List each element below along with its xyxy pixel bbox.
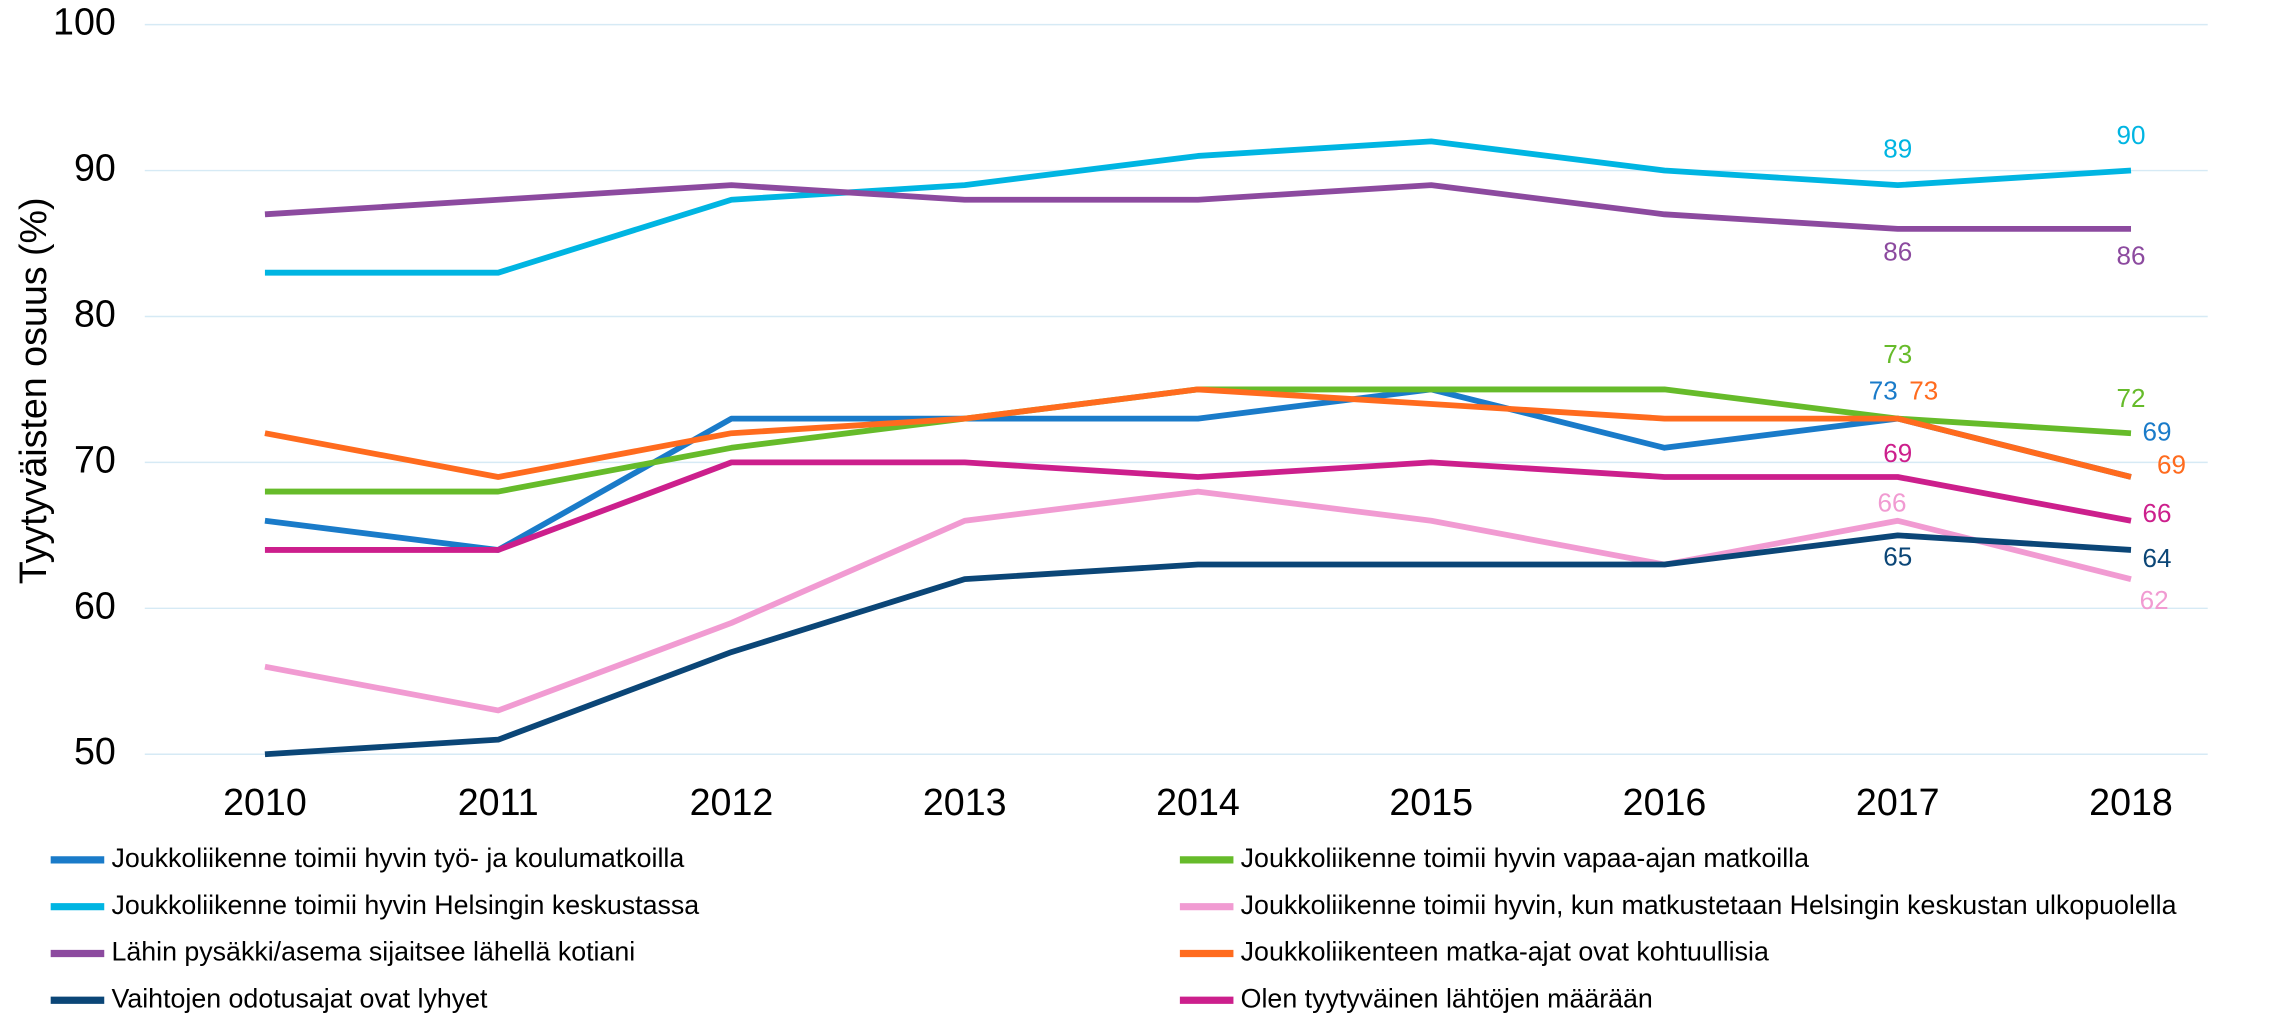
data-label: 62 [2140,585,2169,615]
data-label: 90 [2117,120,2146,150]
y-tick-label: 60 [74,584,116,626]
x-tick-label: 2018 [2089,781,2173,823]
data-label: 66 [1877,488,1906,518]
series-line [264,138,2132,276]
y-tick-label: 80 [74,292,116,334]
x-tick-label: 2016 [1623,781,1707,823]
y-tick-label: 90 [74,146,116,188]
data-label: 86 [2117,241,2146,271]
y-tick-label: 70 [74,438,116,480]
y-axis-title: Tyytyväisten osuus (%) [12,197,54,584]
x-tick-label: 2012 [690,781,774,823]
x-tick-label: 2013 [923,781,1007,823]
data-label: 73 [1909,375,1938,405]
legend-label: Joukkoliikenne toimii hyvin Helsingin ke… [111,890,699,920]
x-tick-label: 2017 [1856,781,1940,823]
series-line [264,386,2132,553]
series-line [264,386,2132,480]
data-label: 89 [1883,133,1912,163]
y-tick-label: 100 [53,1,116,43]
legend-label: Olen tyytyväinen lähtöjen määrään [1241,983,1653,1013]
series-line [264,182,2132,232]
data-label: 69 [2143,416,2172,446]
data-label: 73 [1883,339,1912,369]
x-tick-label: 2014 [1156,781,1240,823]
legend-label: Joukkoliikenne toimii hyvin, kun matkust… [1241,890,2177,920]
legend-label: Joukkoliikenne toimii hyvin vapaa-ajan m… [1241,843,1809,873]
y-tick-label: 50 [74,730,116,772]
legend-label: Lähin pysäkki/asema sijaitsee lähellä ko… [111,937,635,967]
data-label: 69 [1883,438,1912,468]
legend-label: Joukkoliikenne toimii hyvin työ- ja koul… [111,843,684,873]
x-tick-label: 2010 [223,781,307,823]
x-tick-label: 2011 [458,781,539,823]
data-label: 72 [2117,383,2146,413]
series-line [264,488,2132,714]
legend-label: Vaihtojen odotusajat ovat lyhyet [111,983,488,1013]
data-label: 73 [1869,375,1898,405]
legend-label: Joukkoliikenteen matka-ajat ovat kohtuul… [1241,937,1769,967]
data-label: 69 [2157,450,2186,480]
series-line [264,532,2132,758]
series-line [264,459,2132,553]
data-label: 64 [2143,543,2172,573]
data-label: 86 [1883,236,1912,266]
x-tick-label: 2015 [1389,781,1473,823]
data-label: 65 [1883,541,1912,571]
data-label: 66 [2143,498,2172,528]
